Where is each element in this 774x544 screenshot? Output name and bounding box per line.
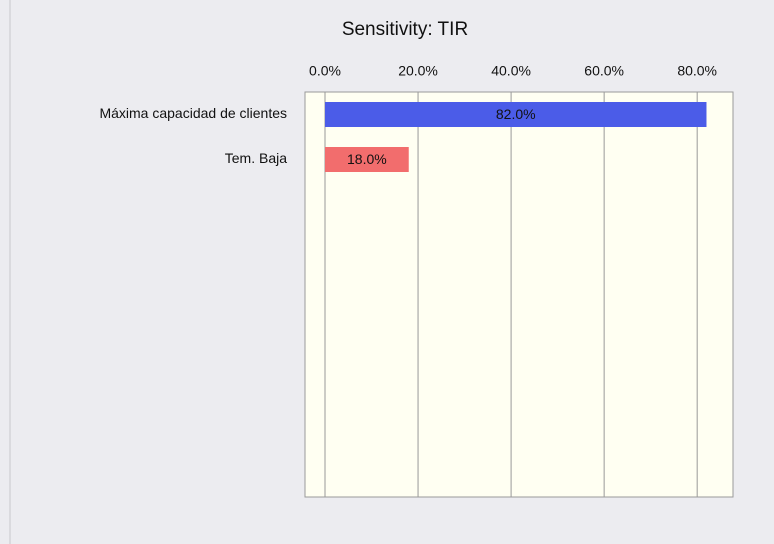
bar — [325, 147, 409, 172]
bar — [325, 102, 707, 127]
value-label: 82.0% — [496, 106, 536, 122]
chart-title: Sensitivity: TIR — [342, 19, 468, 40]
x-tick-label: 80.0% — [677, 63, 717, 79]
x-tick-label: 40.0% — [491, 63, 531, 79]
x-tick-label: 60.0% — [584, 63, 624, 79]
x-tick-label: 20.0% — [398, 63, 438, 79]
value-label: 18.0% — [347, 151, 387, 167]
y-tick-label: Tem. Baja — [225, 150, 287, 166]
y-tick-label: Máxima capacidad de clientes — [99, 105, 287, 121]
x-tick-label: 0.0% — [309, 63, 341, 79]
